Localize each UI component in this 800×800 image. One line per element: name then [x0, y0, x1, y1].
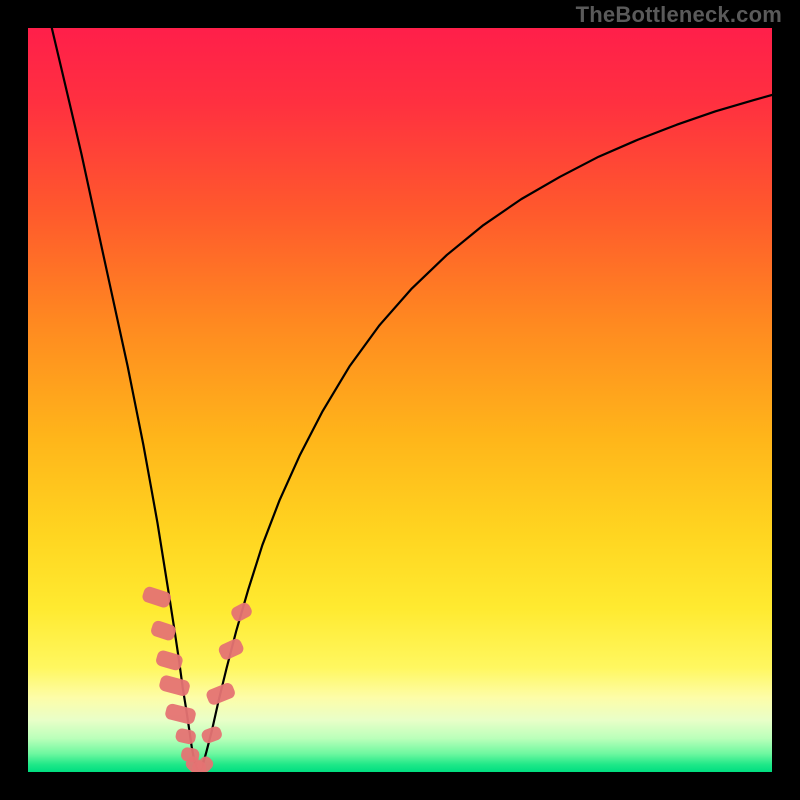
marker-left-2 [155, 649, 184, 672]
marker-right-1 [205, 681, 237, 706]
marker-left-5 [174, 727, 196, 745]
marker-left-4 [164, 703, 197, 726]
plot-inner [28, 28, 772, 772]
plot-outer [0, 28, 800, 800]
marker-left-3 [158, 674, 191, 697]
marker-right-0 [200, 725, 224, 745]
stage: TheBottleneck.com [0, 0, 800, 800]
watermark-text: TheBottleneck.com [576, 2, 782, 28]
marker-right-2 [217, 637, 246, 662]
chart-svg [28, 28, 772, 772]
marker-right-3 [229, 601, 254, 624]
curve-right [201, 95, 772, 770]
